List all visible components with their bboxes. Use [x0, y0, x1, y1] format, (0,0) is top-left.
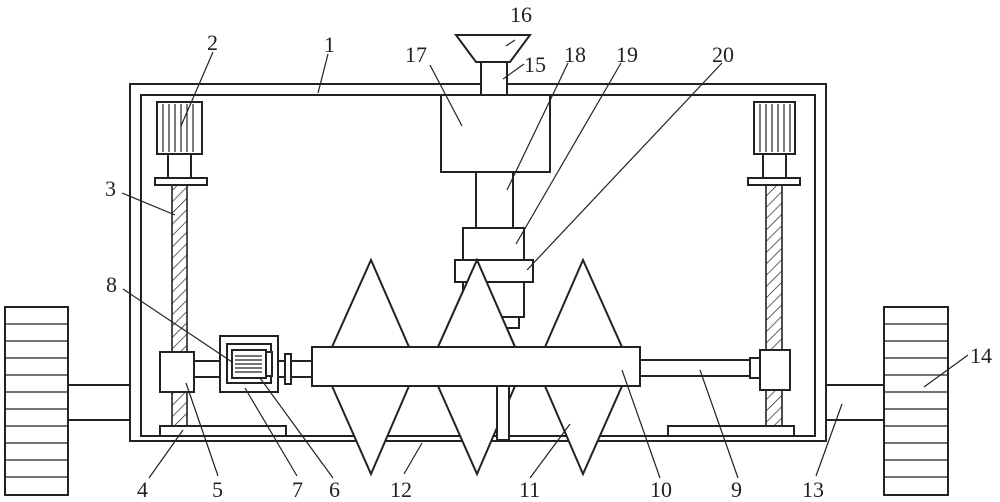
label-14: 14: [970, 343, 992, 368]
label-19: 19: [616, 42, 638, 67]
right-motor: [747, 101, 801, 186]
left-base-plate: [159, 425, 287, 437]
left-motor: [154, 101, 208, 186]
label-3: 3: [105, 176, 116, 201]
label-10: 10: [650, 477, 672, 502]
part-labels: 1 2 3 4 5 6 7 8 9 10 11 12 13 14 15 16 1…: [105, 2, 992, 502]
label-2: 2: [207, 30, 218, 55]
label-15: 15: [524, 52, 546, 77]
label-18: 18: [564, 42, 586, 67]
right-wheel: [883, 306, 949, 496]
right-base-plate: [667, 425, 795, 437]
label-13: 13: [802, 477, 824, 502]
storage-box: [440, 94, 551, 173]
left-wheel: [4, 306, 69, 496]
label-11: 11: [519, 477, 540, 502]
drive-motor-box: [219, 335, 279, 393]
label-1: 1: [324, 32, 335, 57]
label-5: 5: [212, 477, 223, 502]
label-4: 4: [137, 477, 148, 502]
label-8: 8: [106, 272, 117, 297]
right-slider-block: [759, 349, 791, 391]
left-axle: [68, 384, 130, 421]
leader-lines: [121, 39, 969, 479]
horizontal-shaft: [640, 357, 761, 379]
label-16: 16: [510, 2, 532, 27]
left-slider-block: [159, 351, 195, 393]
roller: [311, 346, 641, 387]
label-12: 12: [390, 477, 412, 502]
label-7: 7: [292, 477, 303, 502]
label-9: 9: [731, 477, 742, 502]
label-17: 17: [405, 42, 427, 67]
label-6: 6: [329, 477, 340, 502]
right-axle: [826, 384, 884, 421]
connecting-rod: [194, 353, 312, 385]
label-20: 20: [712, 42, 734, 67]
feed-hopper: [454, 34, 532, 96]
